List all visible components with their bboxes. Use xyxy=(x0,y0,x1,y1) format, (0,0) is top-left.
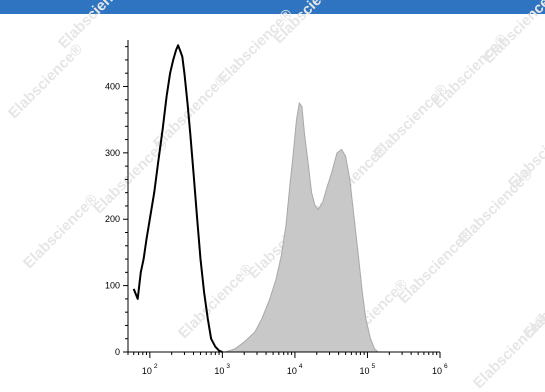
x-tick-exponent: 2 xyxy=(154,363,158,370)
x-tick-exponent: 6 xyxy=(444,363,448,370)
x-tick-label: 10 6 xyxy=(432,363,448,376)
x-tick-exponent: 3 xyxy=(226,363,230,370)
x-tick-label: 10 2 xyxy=(142,363,158,376)
x-tick-label: 10 3 xyxy=(214,363,230,376)
filled-histogram-series xyxy=(225,101,380,353)
outline-histogram-series xyxy=(132,44,223,353)
x-tick-base: 10 xyxy=(287,366,297,376)
x-tick-base: 10 xyxy=(142,366,152,376)
header-bar xyxy=(0,0,545,14)
y-tick-label: 200 xyxy=(105,214,120,224)
y-tick-label: 0 xyxy=(115,347,120,357)
y-tick-label: 100 xyxy=(105,281,120,291)
x-tick-base: 10 xyxy=(359,366,369,376)
y-tick-label: 300 xyxy=(105,148,120,158)
x-tick-exponent: 5 xyxy=(371,363,375,370)
x-tick-label: 10 5 xyxy=(359,363,375,376)
x-tick-base: 10 xyxy=(214,366,224,376)
x-tick-base: 10 xyxy=(432,366,442,376)
x-tick-exponent: 4 xyxy=(299,363,303,370)
x-tick-label: 10 4 xyxy=(287,363,303,376)
y-tick-label: 400 xyxy=(105,81,120,91)
